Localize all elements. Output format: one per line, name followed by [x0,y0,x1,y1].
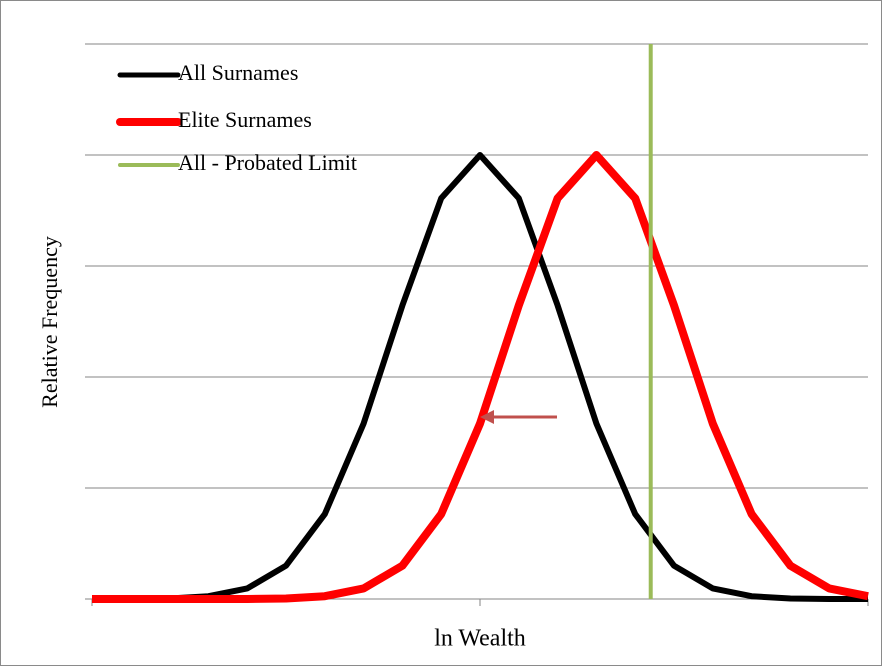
legend-label: Elite Surnames [178,107,312,132]
x-axis-label: ln Wealth [434,626,526,652]
series-line [92,152,868,602]
legend-label: All Surnames [178,60,298,85]
y-axis-label: Relative Frequency [37,236,62,408]
series-line [92,151,869,603]
legend-label: All - Probated Limit [178,150,357,175]
arrow-head [480,410,494,424]
